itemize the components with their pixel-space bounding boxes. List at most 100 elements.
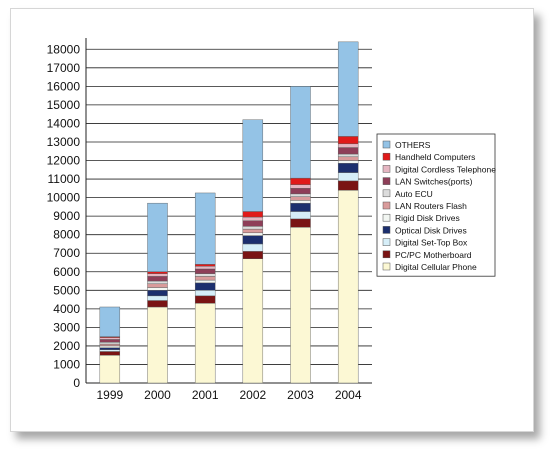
- bar-segment: [290, 200, 311, 204]
- legend-swatch: [382, 226, 391, 234]
- bar-segment: [290, 193, 311, 197]
- y-tick-label: 2000: [53, 339, 80, 353]
- y-tick-label: 6000: [53, 265, 80, 279]
- x-tick-label: 2000: [144, 388, 171, 402]
- legend-label: LAN Routers Flash: [395, 201, 467, 211]
- legend-label: Auto ECU: [395, 189, 433, 199]
- bar-segment: [290, 202, 311, 212]
- y-tick-label: 15000: [47, 98, 81, 112]
- legend-swatch: [382, 250, 391, 259]
- y-tick-label: 3000: [53, 320, 80, 334]
- bar-segment: [242, 216, 264, 221]
- bar-segment: [337, 136, 359, 145]
- bar-segment: [147, 287, 168, 291]
- legend-swatch: [382, 140, 391, 149]
- x-tick-label: 2002: [239, 388, 266, 402]
- legend: OTHERS Handheld Computers Digital Cordless…: [376, 133, 496, 277]
- bar-segment: [242, 119, 264, 212]
- y-tick-label: 13000: [47, 135, 81, 149]
- y-tick-labels: 0 1000 2000 3000 4000 5000 6000 7000 8000 9000 100…: [47, 42, 81, 390]
- bar-segment: [242, 211, 264, 218]
- bar-segment: [194, 265, 216, 270]
- bar-segment: [99, 339, 121, 343]
- y-tick-label: 12000: [47, 154, 81, 168]
- bars: [99, 41, 359, 384]
- legend-swatch: [382, 177, 391, 185]
- bar-segment: [290, 211, 311, 220]
- x-tick-label: 2003: [287, 388, 314, 402]
- gridlines: [86, 48, 372, 384]
- bar-segment: [242, 228, 264, 234]
- y-tick-label: 0: [73, 376, 80, 390]
- x-tick-label: 2004: [335, 388, 362, 402]
- y-tick-label: 11000: [48, 172, 81, 186]
- bar-segment: [194, 295, 216, 304]
- bar-segment: [147, 300, 168, 308]
- bar-segment: [99, 349, 121, 352]
- bar-segment: [99, 354, 121, 384]
- bar-segment: [194, 276, 216, 281]
- legend-swatch: [382, 152, 391, 161]
- legend-swatch: [382, 262, 391, 271]
- bar-segment: [337, 172, 359, 182]
- bar-segment: [194, 273, 216, 277]
- bar-segment: [290, 218, 311, 228]
- legend-label: OTHERS: [395, 140, 431, 150]
- bar-segment: [337, 41, 359, 137]
- legend-label: Digital Set-Top Box: [395, 238, 468, 248]
- legend-swatch: [382, 165, 391, 173]
- bar-segment: [99, 342, 121, 345]
- bar-segment: [242, 258, 264, 384]
- bar-segment: [337, 189, 359, 384]
- bar-segment: [290, 177, 311, 185]
- legend-label: Rigid Disk Drives: [395, 213, 460, 223]
- bar-segment: [147, 271, 168, 274]
- y-tick-label: 1000: [53, 357, 80, 371]
- bar-segment: [147, 306, 168, 384]
- bar-segment: [337, 160, 359, 164]
- bar-segment: [99, 343, 121, 347]
- bar-segment: [99, 306, 121, 337]
- bar-segment: [147, 273, 168, 277]
- legend-label: Digital Cordless Telephone: [395, 164, 496, 174]
- y-tick-label: 8000: [53, 228, 80, 242]
- y-tick-label: 4000: [53, 302, 80, 316]
- legend-label: Optical Disk Drives: [395, 225, 467, 235]
- y-tick-label: 18000: [47, 42, 81, 56]
- bar-segment: [337, 143, 359, 148]
- bar-segment: [147, 276, 168, 282]
- bar-segment: [290, 188, 311, 195]
- y-tick-label: 5000: [53, 283, 80, 297]
- legend-swatch: [382, 201, 391, 210]
- legend-swatch: [382, 238, 391, 246]
- bar-segment: [147, 283, 168, 288]
- bar-segment: [337, 163, 359, 173]
- bar-segment: [242, 232, 264, 236]
- bar-segment: [290, 86, 311, 179]
- bar-segment: [194, 290, 216, 297]
- bar-segment: [99, 337, 121, 340]
- bar-segment: [99, 347, 121, 350]
- bar-segment: [147, 290, 168, 297]
- y-tick-label: 7000: [53, 246, 80, 260]
- bar-segment: [194, 268, 216, 274]
- bar-segment: [99, 345, 121, 348]
- bar-segment: [194, 279, 216, 284]
- bar-segment: [337, 156, 359, 161]
- bar-segment: [194, 303, 216, 384]
- bar-segment: [242, 243, 264, 252]
- bar-segment: [194, 282, 216, 291]
- bar-segment: [242, 220, 264, 227]
- bar-segment: [337, 153, 359, 158]
- bar-segment: [290, 184, 311, 189]
- legend-label: Digital Cellular Phone: [395, 262, 477, 272]
- y-tick-label: 14000: [47, 116, 81, 130]
- bar-segment: [290, 227, 311, 384]
- legend-label: Handheld Computers: [395, 152, 475, 162]
- bar-segment: [147, 202, 168, 272]
- bar-segment: [147, 295, 168, 301]
- legend-box: [376, 133, 496, 277]
- y-tick-label: 10000: [47, 191, 81, 205]
